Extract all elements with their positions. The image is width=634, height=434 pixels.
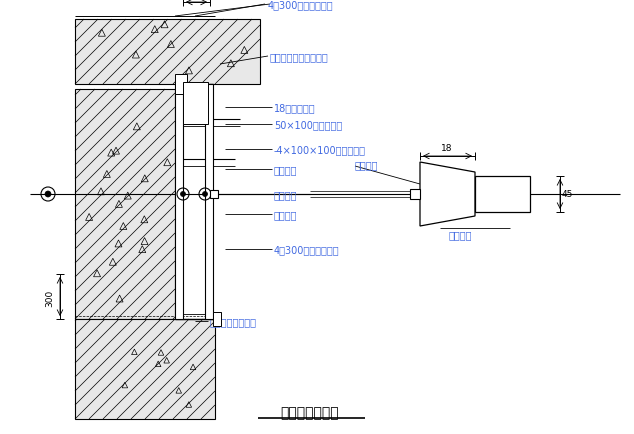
Text: 45: 45 [562,190,573,199]
Text: 举右大棒: 举右大棒 [274,210,297,220]
Text: 300: 300 [46,289,55,306]
Circle shape [45,191,51,197]
Text: 限位钢管: 限位钢管 [355,160,378,170]
Text: 18厚木胶合板: 18厚木胶合板 [274,103,316,113]
Text: 木局大棒: 木局大棒 [448,230,472,240]
Bar [175,75,187,95]
Bar [475,177,530,213]
Bar [75,20,260,85]
Text: 50×100木枋竖管棒: 50×100木枋竖管棒 [274,120,342,130]
Bar [213,312,221,326]
Text: 对拉螺栓: 对拉螺栓 [274,190,297,200]
Text: 4厚300宽钢板止水带: 4厚300宽钢板止水带 [268,0,333,10]
Bar [183,83,208,125]
Bar [75,90,175,319]
Circle shape [202,192,207,197]
Text: 挡墙模板支设图: 挡墙模板支设图 [281,405,339,419]
Text: 钢管模棒: 钢管模棒 [274,164,297,174]
Text: 18: 18 [441,144,453,153]
Text: -4×100×100钢板止水片: -4×100×100钢板止水片 [274,145,366,155]
Bar [410,190,420,200]
Bar [175,85,183,319]
Polygon shape [420,163,475,227]
Text: 次三层（次二层）: 次三层（次二层） [210,316,257,326]
Bar [210,191,218,198]
Text: 4厚300宽钢板止水带: 4厚300宽钢板止水带 [274,244,340,254]
Bar [75,319,215,419]
Bar [205,85,213,319]
Circle shape [181,192,186,197]
Text: 次二层（次一层）楼层: 次二层（次一层）楼层 [270,52,329,62]
